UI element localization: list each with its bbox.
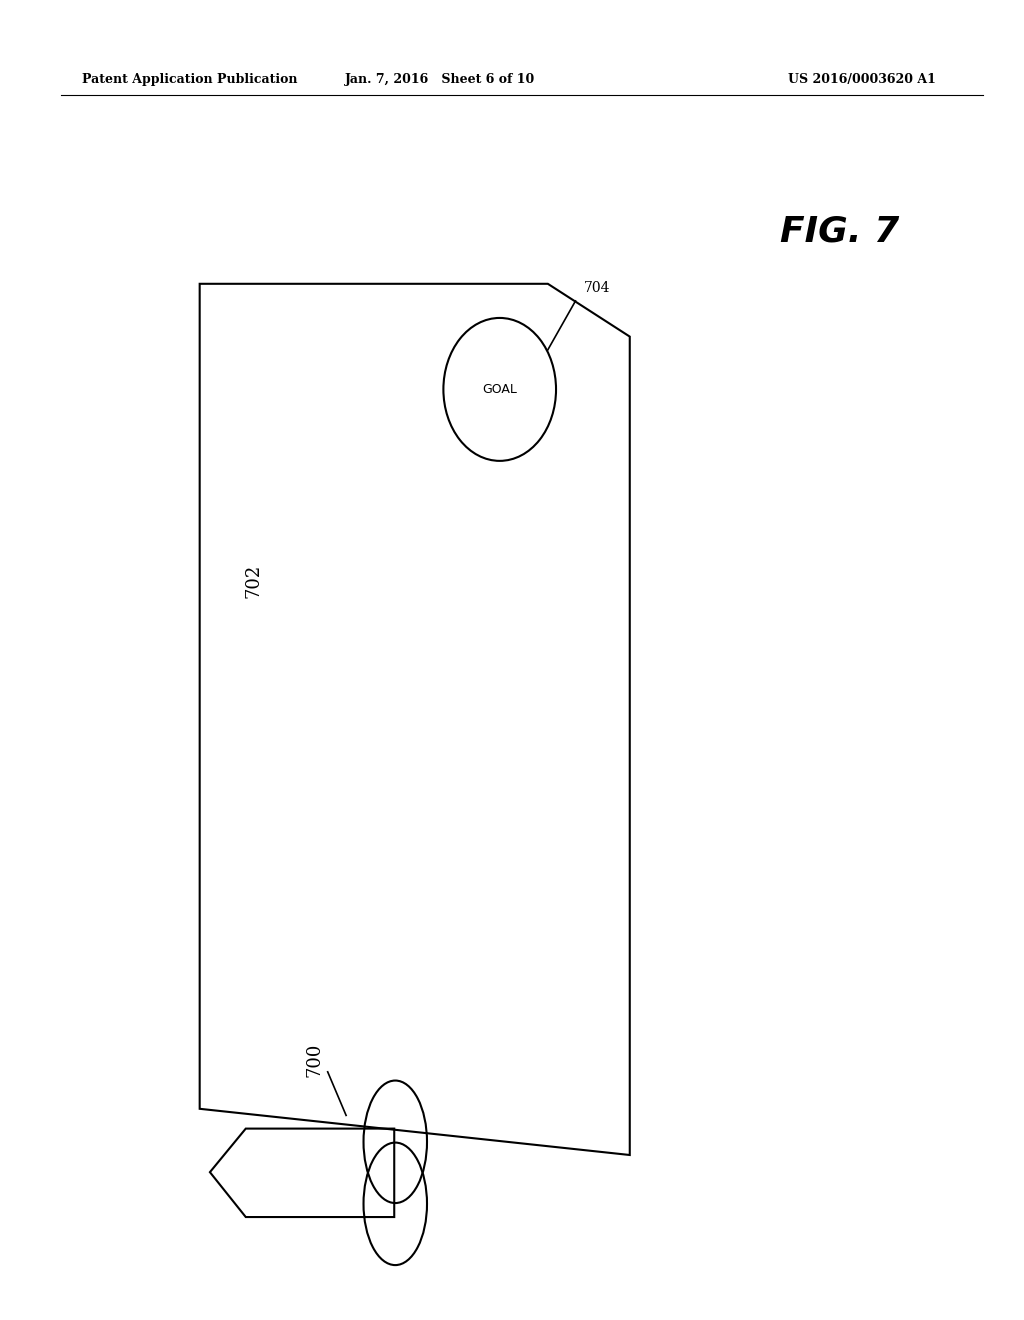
Text: 704: 704 bbox=[584, 281, 610, 294]
Text: FIG. 7: FIG. 7 bbox=[780, 214, 899, 248]
Text: GOAL: GOAL bbox=[482, 383, 517, 396]
Text: 700: 700 bbox=[305, 1043, 324, 1077]
Text: Patent Application Publication: Patent Application Publication bbox=[82, 73, 297, 86]
Text: Jan. 7, 2016   Sheet 6 of 10: Jan. 7, 2016 Sheet 6 of 10 bbox=[345, 73, 536, 86]
Text: 702: 702 bbox=[245, 564, 263, 598]
Text: US 2016/0003620 A1: US 2016/0003620 A1 bbox=[788, 73, 936, 86]
